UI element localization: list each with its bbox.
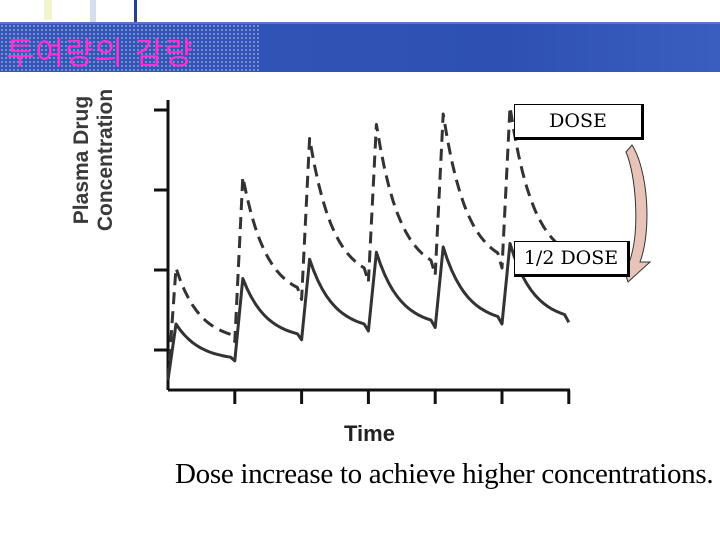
title-bar xyxy=(0,24,720,72)
chart-series xyxy=(166,105,571,381)
series-line-dose xyxy=(166,105,571,381)
top-decoration-dark xyxy=(134,0,137,24)
top-decoration-yellow xyxy=(44,0,52,20)
y-axis-label-line1: Plasma Drug xyxy=(70,95,93,225)
series-line-half-dose xyxy=(166,242,571,381)
chart-axes xyxy=(154,100,571,404)
top-divider xyxy=(0,22,720,24)
slide-title: 투여량의 감량 xyxy=(6,36,194,72)
y-axis-label: Plasma Drug Concentration xyxy=(70,60,118,260)
curved-arrow-icon xyxy=(619,144,652,283)
x-axis-label: Time xyxy=(344,421,395,446)
half-dose-box: 1/2 DOSE xyxy=(514,241,630,277)
y-axis-label-line2: Concentration xyxy=(94,88,117,232)
dose-box: DOSE xyxy=(514,104,644,140)
figure-caption: Dose increase to achieve higher concentr… xyxy=(175,458,714,490)
top-decoration-blue xyxy=(90,0,96,24)
